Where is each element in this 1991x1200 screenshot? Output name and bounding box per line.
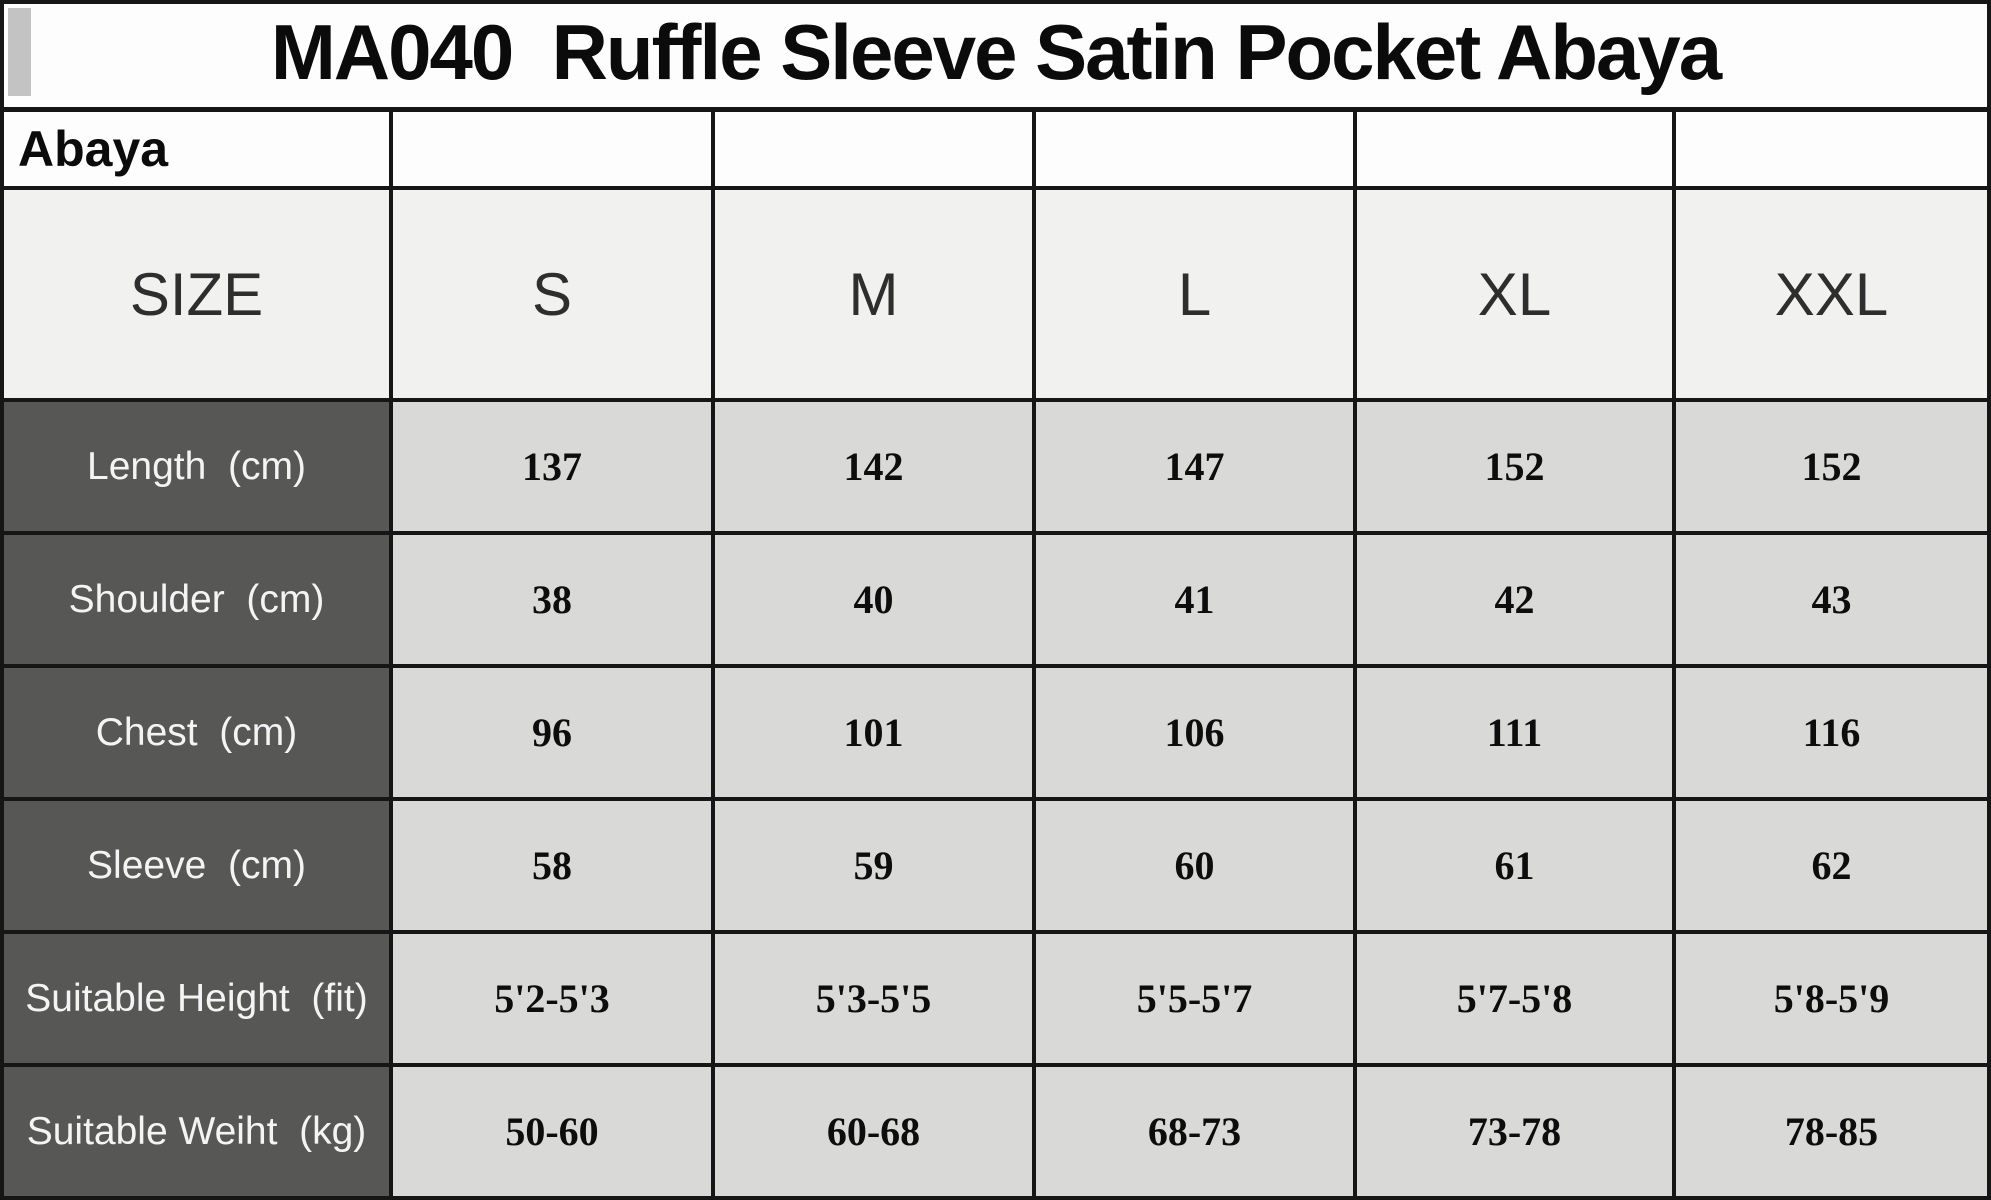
row-label-weight: Suitable Weiht (kg) <box>4 1067 389 1196</box>
value-cell: 40 <box>715 535 1032 664</box>
size-col-xxl: XXL <box>1676 190 1987 398</box>
size-col-s: S <box>393 190 711 398</box>
row-label-height: Suitable Height (fit) <box>4 934 389 1063</box>
page-title: MA040 Ruffle Sleeve Satin Pocket Abaya <box>270 8 1722 96</box>
value-cell: 116 <box>1676 668 1987 797</box>
value-cell: 78-85 <box>1676 1067 1987 1196</box>
size-header-cell: SIZE <box>4 190 389 398</box>
value-cell: 41 <box>1036 535 1353 664</box>
empty-cell <box>393 112 711 186</box>
value-cell: 147 <box>1036 402 1353 531</box>
row-label-sleeve: Sleeve (cm) <box>4 801 389 930</box>
value-cell: 5'7-5'8 <box>1357 934 1672 1063</box>
value-cell: 142 <box>715 402 1032 531</box>
category-cell: Abaya <box>4 112 389 186</box>
size-col-l: L <box>1036 190 1353 398</box>
size-col-m: M <box>715 190 1032 398</box>
value-cell: 101 <box>715 668 1032 797</box>
gray-marker <box>8 8 31 96</box>
value-cell: 111 <box>1357 668 1672 797</box>
size-col-xl: XL <box>1357 190 1672 398</box>
value-cell: 5'3-5'5 <box>715 934 1032 1063</box>
size-table: Abaya SIZE S M L XL XXL Length (cm) 137 … <box>0 112 1991 1200</box>
value-cell: 43 <box>1676 535 1987 664</box>
empty-cell <box>1036 112 1353 186</box>
value-cell: 5'2-5'3 <box>393 934 711 1063</box>
value-cell: 62 <box>1676 801 1987 930</box>
value-cell: 73-78 <box>1357 1067 1672 1196</box>
value-cell: 58 <box>393 801 711 930</box>
value-cell: 106 <box>1036 668 1353 797</box>
empty-cell <box>1357 112 1672 186</box>
value-cell: 96 <box>393 668 711 797</box>
value-cell: 61 <box>1357 801 1672 930</box>
row-label-shoulder: Shoulder (cm) <box>4 535 389 664</box>
value-cell: 42 <box>1357 535 1672 664</box>
value-cell: 60 <box>1036 801 1353 930</box>
row-label-length: Length (cm) <box>4 402 389 531</box>
value-cell: 5'8-5'9 <box>1676 934 1987 1063</box>
value-cell: 137 <box>393 402 711 531</box>
value-cell: 152 <box>1676 402 1987 531</box>
value-cell: 38 <box>393 535 711 664</box>
value-cell: 152 <box>1357 402 1672 531</box>
empty-cell <box>715 112 1032 186</box>
value-cell: 68-73 <box>1036 1067 1353 1196</box>
value-cell: 50-60 <box>393 1067 711 1196</box>
empty-cell <box>1676 112 1987 186</box>
row-label-chest: Chest (cm) <box>4 668 389 797</box>
value-cell: 5'5-5'7 <box>1036 934 1353 1063</box>
value-cell: 59 <box>715 801 1032 930</box>
value-cell: 60-68 <box>715 1067 1032 1196</box>
title-bar: MA040 Ruffle Sleeve Satin Pocket Abaya <box>0 0 1991 112</box>
